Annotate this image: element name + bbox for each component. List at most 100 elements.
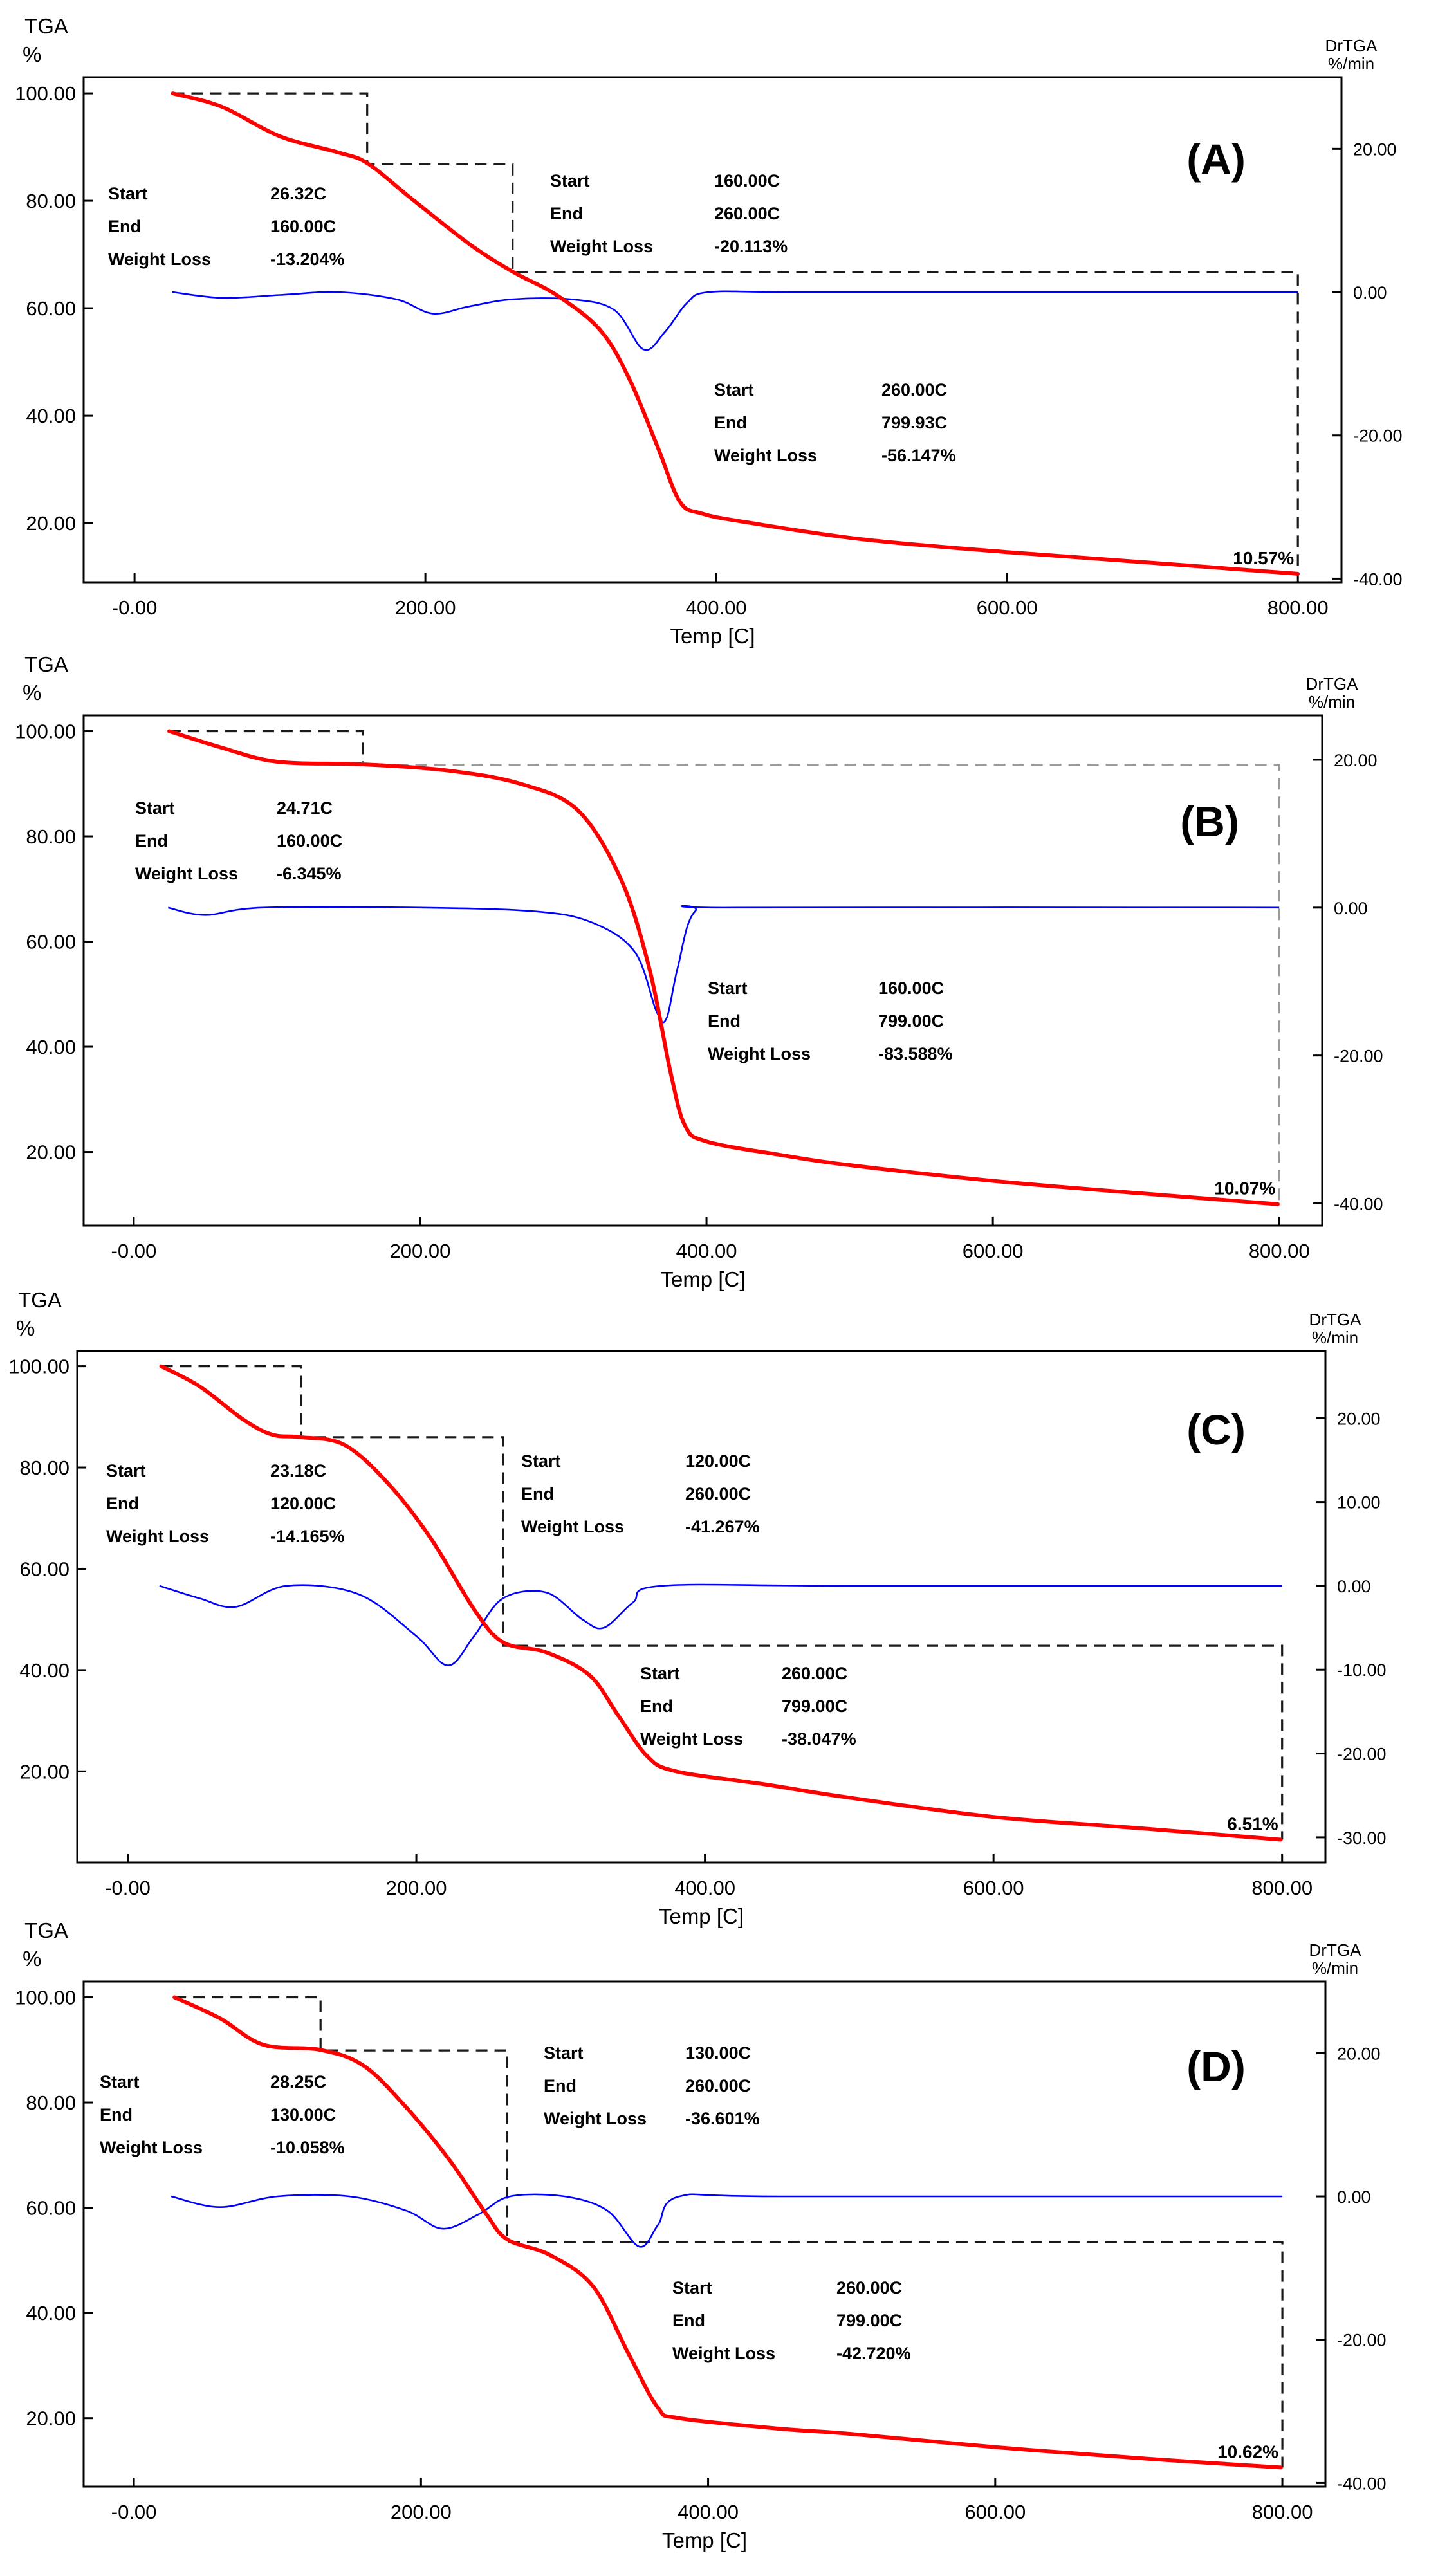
x-tick-label: 600.00 (963, 1240, 1024, 1262)
dtg-curve (172, 290, 1298, 351)
y-tick-label: 100.00 (15, 1987, 76, 2009)
x-tick-label: 400.00 (686, 596, 747, 619)
x-tick-label: 600.00 (964, 2501, 1026, 2523)
annotation-end-label: End (550, 204, 583, 223)
y-tick-label: 20.00 (19, 1760, 69, 1783)
annotation-start-value: 160.00C (878, 979, 944, 998)
annotation-loss-label: Weight Loss (521, 1517, 624, 1536)
y-tick-label: 40.00 (26, 405, 76, 427)
step-boundary-line (174, 1996, 1284, 2468)
right-tick-label: -40.00 (1353, 569, 1403, 589)
y-tick-label: 100.00 (15, 82, 76, 105)
annotation-loss-label: Weight Loss (100, 2138, 203, 2157)
annotation-loss-label: Weight Loss (135, 864, 238, 883)
y-tick-label: 60.00 (26, 931, 76, 953)
y-tick-label: 60.00 (26, 297, 76, 320)
annotation-loss-value: -20.113% (714, 237, 788, 256)
annotation-end-value: 160.00C (270, 217, 336, 236)
x-tick-label: 800.00 (1252, 2501, 1313, 2523)
step-annotation: Start 260.00C End 799.00C Weight Loss -38.047… (640, 1664, 856, 1749)
right-axis-title: DrTGA (1309, 1310, 1362, 1329)
x-tick-label: 800.00 (1251, 1877, 1313, 1899)
y-tick-label: 40.00 (26, 2302, 76, 2324)
annotation-end-label: End (108, 217, 141, 236)
annotation-loss-label: Weight Loss (550, 237, 653, 256)
y-axis-unit: % (23, 681, 41, 704)
tga-panel-3: TGA% DrTGA%/min Temp [C] -0.00 200.00 400.00 6… (8, 1288, 1386, 1928)
y-tick-label: 20.00 (26, 1141, 76, 1164)
y-axis-title: TGA (18, 1288, 62, 1312)
annotation-end-label: End (521, 1484, 554, 1504)
panel-label: (B) (1180, 798, 1239, 845)
right-tick-label: -30.00 (1337, 1828, 1387, 1848)
annotation-start-value: 23.18C (270, 1461, 326, 1480)
tga-panel-1: TGA% DrTGA%/min Temp [C] -0.00 200.00 400.00 6… (15, 14, 1402, 648)
annotation-start-value: 130.00C (685, 2043, 751, 2063)
x-axis-title: Temp [C] (670, 624, 755, 648)
x-tick-label: -0.00 (112, 596, 158, 619)
y-axis-title: TGA (24, 14, 68, 38)
step-boundary-line (161, 1365, 1284, 1840)
right-axis-unit: %/min (1328, 54, 1374, 73)
x-axis-title: Temp [C] (659, 1904, 744, 1928)
right-tick-label: 20.00 (1337, 1409, 1381, 1428)
tga-panel-4: TGA% DrTGA%/min Temp [C] -0.00 200.00 400.00 6… (15, 1918, 1386, 2552)
annotation-loss-label: Weight Loss (672, 2344, 775, 2363)
panel-label: (C) (1186, 1406, 1246, 1453)
right-tick-label: -40.00 (1337, 2474, 1387, 2493)
plot-frame (76, 1350, 1327, 1864)
right-tick-label: -20.00 (1334, 1047, 1383, 1066)
annotation-start-label: Start (106, 1461, 146, 1480)
annotation-end-label: End (106, 1494, 139, 1513)
dtg-curve (168, 905, 1280, 1024)
tga-curve (171, 91, 1300, 576)
annotation-start-value: 160.00C (714, 171, 780, 190)
annotation-end-value: 260.00C (685, 1484, 751, 1504)
annotation-loss-value: -6.345% (277, 864, 342, 883)
y-tick-label: 60.00 (26, 2197, 76, 2220)
right-tick-label: -20.00 (1337, 1745, 1387, 1764)
annotation-loss-value: -41.267% (685, 1517, 760, 1536)
right-axis-unit: %/min (1312, 1328, 1358, 1347)
annotation-end-value: 260.00C (685, 2076, 751, 2095)
y-tick-label: 100.00 (8, 1356, 69, 1378)
annotation-end-label: End (714, 413, 747, 432)
annotation-end-value: 160.00C (277, 831, 342, 851)
y-tick-label: 80.00 (26, 190, 76, 212)
x-tick-label: 200.00 (395, 596, 456, 619)
y-tick-label: 80.00 (26, 825, 76, 848)
annotation-end-label: End (135, 831, 168, 851)
annotation-start-label: Start (714, 380, 754, 400)
annotation-end-value: 799.93C (881, 413, 947, 432)
annotation-end-label: End (544, 2076, 576, 2095)
step-annotation: Start 26.32C End 160.00C Weight Loss -13.204% (108, 184, 345, 269)
annotation-start-label: Start (100, 2072, 140, 2092)
annotation-start-value: 260.00C (881, 380, 947, 400)
plot-frame (82, 714, 1323, 1227)
x-tick-label: 400.00 (676, 1240, 737, 1262)
right-tick-label: -20.00 (1353, 427, 1403, 446)
step-annotation: Start 28.25C End 130.00C Weight Loss -10.058% (100, 2072, 345, 2157)
annotation-start-value: 24.71C (277, 798, 333, 818)
y-tick-label: 20.00 (26, 512, 76, 535)
right-tick-label: 20.00 (1353, 140, 1397, 159)
annotation-start-value: 28.25C (270, 2072, 326, 2092)
annotation-end-value: 799.00C (782, 1697, 847, 1716)
dtg-curve (171, 2193, 1283, 2248)
x-tick-label: 800.00 (1249, 1240, 1310, 1262)
x-tick-label: -0.00 (111, 1240, 157, 1262)
right-tick-label: -40.00 (1334, 1195, 1383, 1214)
annotation-end-label: End (708, 1011, 741, 1031)
annotation-loss-value: -38.047% (782, 1729, 856, 1749)
residue-label: 6.51% (1227, 1814, 1278, 1834)
y-axis-unit: % (23, 1947, 41, 1971)
right-axis-title: DrTGA (1306, 674, 1359, 694)
annotation-loss-value: -10.058% (270, 2138, 345, 2157)
residue-label: 10.57% (1233, 548, 1294, 568)
x-tick-label: 400.00 (674, 1877, 735, 1899)
step-annotation: Start 160.00C End 799.00C Weight Loss -83.588… (708, 979, 953, 1063)
annotation-loss-label: Weight Loss (708, 1044, 811, 1063)
y-axis-unit: % (23, 42, 41, 66)
